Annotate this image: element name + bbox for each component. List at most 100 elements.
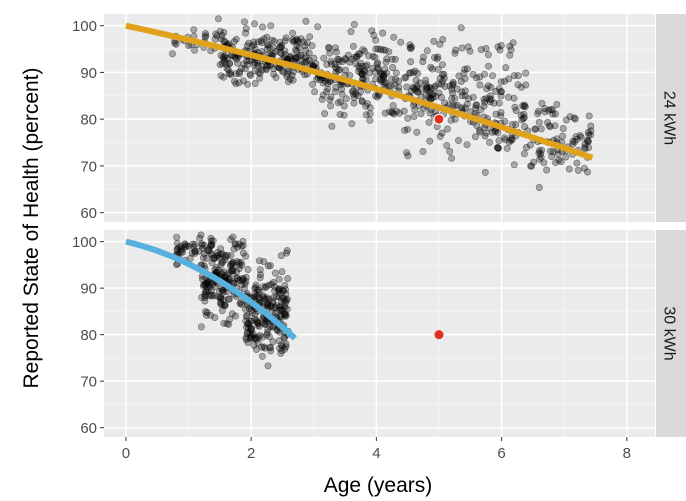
- data-point: [294, 38, 302, 46]
- data-point: [293, 35, 301, 43]
- data-point: [277, 302, 285, 310]
- data-point: [207, 234, 215, 242]
- data-point: [562, 153, 570, 161]
- data-point: [385, 48, 393, 56]
- data-point: [443, 142, 451, 150]
- data-point: [294, 53, 302, 61]
- data-point: [413, 128, 421, 136]
- data-point: [487, 83, 495, 91]
- data-point: [422, 86, 430, 94]
- data-point: [369, 64, 377, 72]
- data-point: [297, 35, 305, 43]
- data-point: [198, 241, 206, 249]
- data-point: [342, 95, 350, 103]
- data-point: [256, 295, 264, 303]
- data-point: [216, 294, 224, 302]
- data-point: [261, 320, 269, 328]
- data-point: [521, 103, 529, 111]
- data-point: [262, 317, 270, 325]
- data-point: [221, 252, 229, 260]
- data-point: [200, 281, 208, 289]
- data-point: [263, 62, 271, 70]
- data-point: [514, 72, 522, 80]
- data-point: [181, 241, 189, 249]
- data-point: [277, 349, 285, 357]
- data-point: [494, 144, 502, 152]
- data-point: [461, 92, 469, 100]
- data-point: [320, 54, 328, 62]
- data-point: [350, 90, 358, 98]
- data-point: [267, 347, 275, 355]
- data-point: [256, 271, 264, 279]
- data-point: [353, 53, 361, 61]
- data-point: [283, 72, 291, 80]
- data-point: [281, 312, 289, 320]
- data-point: [522, 144, 530, 152]
- data-point: [276, 306, 284, 314]
- data-point: [389, 64, 397, 72]
- data-point: [587, 131, 595, 139]
- data-point: [342, 66, 350, 74]
- data-point: [247, 325, 255, 333]
- data-point: [404, 152, 412, 160]
- highlight-point: [433, 113, 445, 125]
- data-point: [242, 335, 250, 343]
- data-point: [437, 93, 445, 101]
- data-point: [463, 141, 471, 149]
- data-point: [359, 46, 367, 54]
- data-point: [221, 53, 229, 61]
- data-point: [274, 286, 282, 294]
- y-tick-label: 80: [80, 327, 97, 344]
- data-point: [508, 136, 516, 144]
- data-point: [403, 83, 411, 91]
- data-point: [476, 81, 484, 89]
- data-point: [256, 74, 264, 82]
- data-point: [469, 71, 477, 79]
- data-point: [255, 257, 263, 265]
- data-point: [291, 37, 299, 45]
- data-point: [215, 254, 223, 262]
- data-point: [202, 287, 210, 295]
- data-point: [577, 133, 585, 141]
- data-point: [404, 114, 412, 122]
- data-point: [402, 73, 410, 81]
- data-point: [574, 166, 582, 174]
- data-point: [285, 67, 293, 75]
- data-point: [198, 293, 206, 301]
- data-point: [248, 317, 256, 325]
- data-point: [277, 43, 285, 51]
- data-point: [216, 61, 224, 69]
- data-point: [244, 80, 252, 88]
- data-point: [226, 315, 234, 323]
- data-point: [280, 333, 288, 341]
- x-tick-label: 8: [623, 445, 631, 462]
- fit-line: [125, 22, 594, 161]
- data-point: [573, 135, 581, 143]
- data-point: [221, 301, 229, 309]
- data-point: [176, 246, 184, 254]
- data-point: [458, 92, 466, 100]
- data-point: [278, 310, 286, 318]
- data-point: [381, 65, 389, 73]
- data-point: [301, 54, 309, 62]
- data-point: [291, 54, 299, 62]
- data-point: [217, 250, 225, 258]
- data-point: [584, 137, 592, 145]
- data-point: [406, 44, 414, 52]
- data-point: [430, 37, 438, 45]
- data-point: [391, 76, 399, 84]
- data-point: [432, 92, 440, 100]
- data-point: [246, 70, 254, 78]
- data-point: [191, 248, 199, 256]
- data-point: [271, 47, 279, 55]
- data-point: [209, 254, 217, 262]
- data-point: [380, 72, 388, 80]
- data-point: [434, 53, 442, 61]
- data-point: [253, 335, 261, 343]
- data-point: [208, 292, 216, 300]
- data-point: [230, 245, 238, 253]
- data-point: [546, 123, 554, 131]
- data-point: [235, 240, 243, 248]
- data-point: [208, 279, 216, 287]
- data-point: [254, 62, 262, 70]
